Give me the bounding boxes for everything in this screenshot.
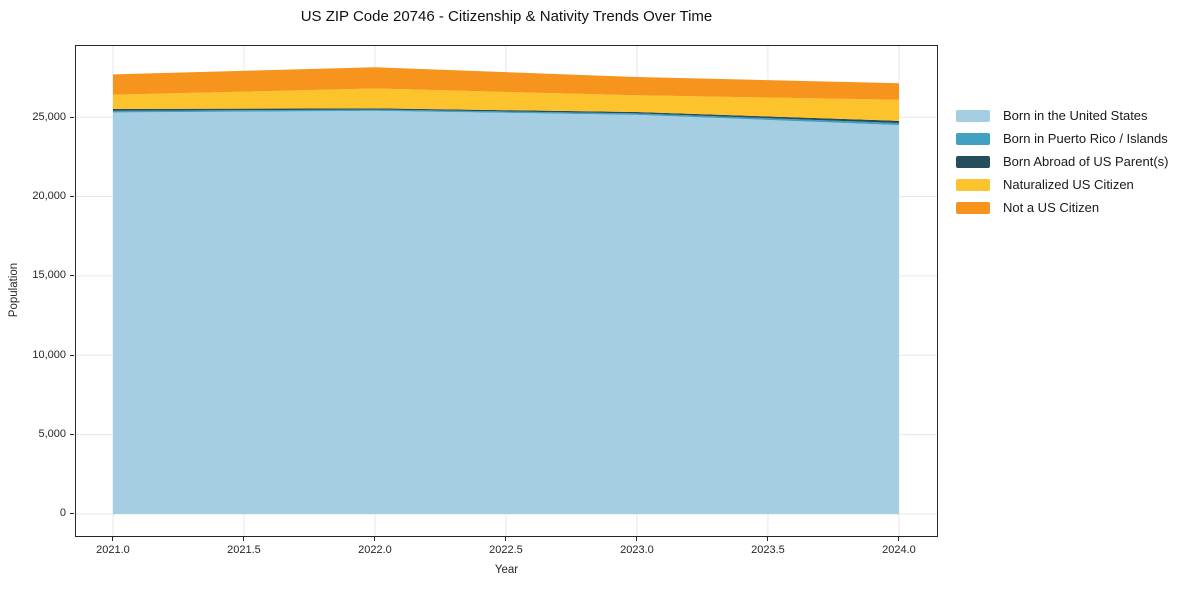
- y-tick-label: 0: [59, 507, 66, 520]
- x-tick-mark: [898, 537, 900, 541]
- y-tick-label: 25,000: [32, 110, 66, 123]
- x-tick-label: 2021.5: [227, 544, 261, 556]
- x-tick-mark: [505, 537, 507, 541]
- legend-item-not-citizen: Not a US Citizen: [956, 196, 1168, 219]
- x-tick-label: 2023.5: [751, 544, 785, 556]
- y-tick-label: 5,000: [38, 428, 66, 441]
- legend-swatch-born-abroad: [956, 155, 990, 168]
- legend-swatch-naturalized: [956, 178, 990, 191]
- legend-swatch-born-pr-islands: [956, 132, 990, 145]
- legend-label: Naturalized US Citizen: [1003, 177, 1134, 192]
- plot-border: [75, 45, 938, 537]
- x-tick-label: 2022.5: [489, 544, 523, 556]
- stacked-area-chart: [75, 45, 938, 537]
- area-born-abroad: [112, 108, 899, 124]
- legend: Born in the United States Born in Puerto …: [956, 104, 1168, 219]
- y-tick-mark: [70, 513, 74, 515]
- y-tick-mark: [70, 434, 74, 436]
- legend-item-born-abroad: Born Abroad of US Parent(s): [956, 150, 1168, 173]
- plot-area: [75, 45, 938, 537]
- x-tick-label: 2022.0: [358, 544, 392, 556]
- legend-label: Born Abroad of US Parent(s): [1003, 154, 1169, 169]
- x-tick-mark: [767, 537, 769, 541]
- area-naturalized: [112, 88, 899, 121]
- legend-item-naturalized: Naturalized US Citizen: [956, 173, 1168, 196]
- area-born-in-us: [112, 110, 899, 514]
- x-tick-label: 2024.0: [882, 544, 916, 556]
- x-tick-mark: [374, 537, 376, 541]
- x-tick-mark: [112, 537, 114, 541]
- x-tick-mark: [243, 537, 245, 541]
- legend-label: Born in Puerto Rico / Islands: [1003, 131, 1168, 146]
- area-not-citizen: [112, 67, 899, 100]
- legend-swatch-born-in-us: [956, 109, 990, 122]
- x-tick-label: 2023.0: [620, 544, 654, 556]
- legend-label: Not a US Citizen: [1003, 200, 1100, 215]
- x-tick-mark: [636, 537, 638, 541]
- x-axis-label: Year: [494, 564, 519, 576]
- legend-item-born-in-us: Born in the United States: [956, 104, 1168, 127]
- y-tick-mark: [70, 196, 74, 198]
- y-tick-label: 10,000: [32, 348, 66, 361]
- legend-item-born-pr-islands: Born in Puerto Rico / Islands: [956, 127, 1168, 150]
- y-tick-mark: [70, 275, 74, 277]
- y-tick-mark: [70, 354, 74, 356]
- legend-swatch-not-citizen: [956, 201, 990, 214]
- area-born-pr-islands: [112, 109, 899, 126]
- y-tick-label: 15,000: [32, 269, 66, 282]
- y-axis-label: Population: [8, 262, 20, 318]
- y-tick-mark: [70, 116, 74, 118]
- legend-label: Born in the United States: [1003, 108, 1148, 123]
- chart-title: US ZIP Code 20746 - Citizenship & Nativi…: [300, 8, 713, 25]
- y-tick-label: 20,000: [32, 190, 66, 203]
- x-tick-label: 2021.0: [96, 544, 130, 556]
